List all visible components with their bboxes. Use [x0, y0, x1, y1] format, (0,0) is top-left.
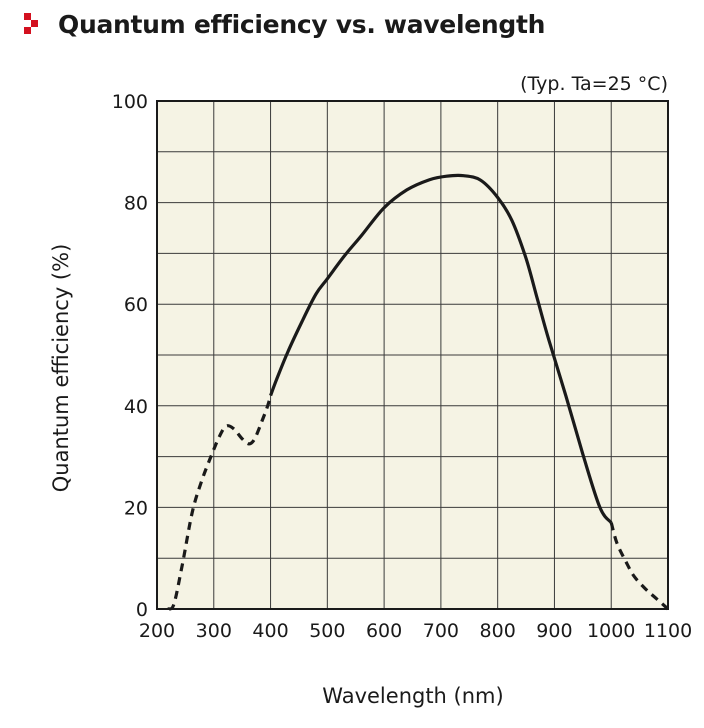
y-tick-label: 60 [124, 294, 148, 316]
series-line-long-wavelength-dashed [609, 522, 670, 611]
y-axis-label: Quantum efficiency (%) [49, 244, 73, 493]
y-tick-label: 100 [112, 91, 148, 113]
y-tick-label: 20 [124, 497, 148, 519]
x-tick-label: 800 [480, 620, 516, 642]
condition-label: (Typ. Ta=25 °C) [520, 73, 668, 95]
x-tick-label: 900 [536, 620, 572, 642]
header: Quantum efficiency vs. wavelength [24, 6, 545, 42]
y-tick-label: 40 [124, 396, 148, 418]
x-axis-label: Wavelength (nm) [322, 684, 503, 708]
x-tick-label: 600 [366, 620, 402, 642]
x-tick-label: 1000 [587, 620, 635, 642]
plot-frame [156, 100, 669, 610]
page-title: Quantum efficiency vs. wavelength [58, 9, 546, 39]
x-tick-label: 400 [252, 620, 288, 642]
x-tick-label: 500 [309, 620, 345, 642]
y-tick-labels: 0 20 40 60 80 100 [112, 91, 148, 621]
logo-square [24, 27, 31, 34]
series-line-measured-solid [269, 173, 613, 524]
logo-square [31, 20, 38, 27]
logo-square [24, 13, 31, 20]
x-tick-label: 300 [196, 620, 232, 642]
x-tick-label: 700 [423, 620, 459, 642]
x-tick-labels: 200 300 400 500 600 700 800 900 1000 1100 [139, 620, 692, 642]
curves [167, 173, 670, 611]
x-tick-label: 200 [139, 620, 175, 642]
y-tick-label: 0 [136, 599, 148, 621]
brand-logo-icon [24, 13, 46, 35]
y-tick-label: 80 [124, 193, 148, 215]
x-tick-label: 1100 [644, 620, 692, 642]
